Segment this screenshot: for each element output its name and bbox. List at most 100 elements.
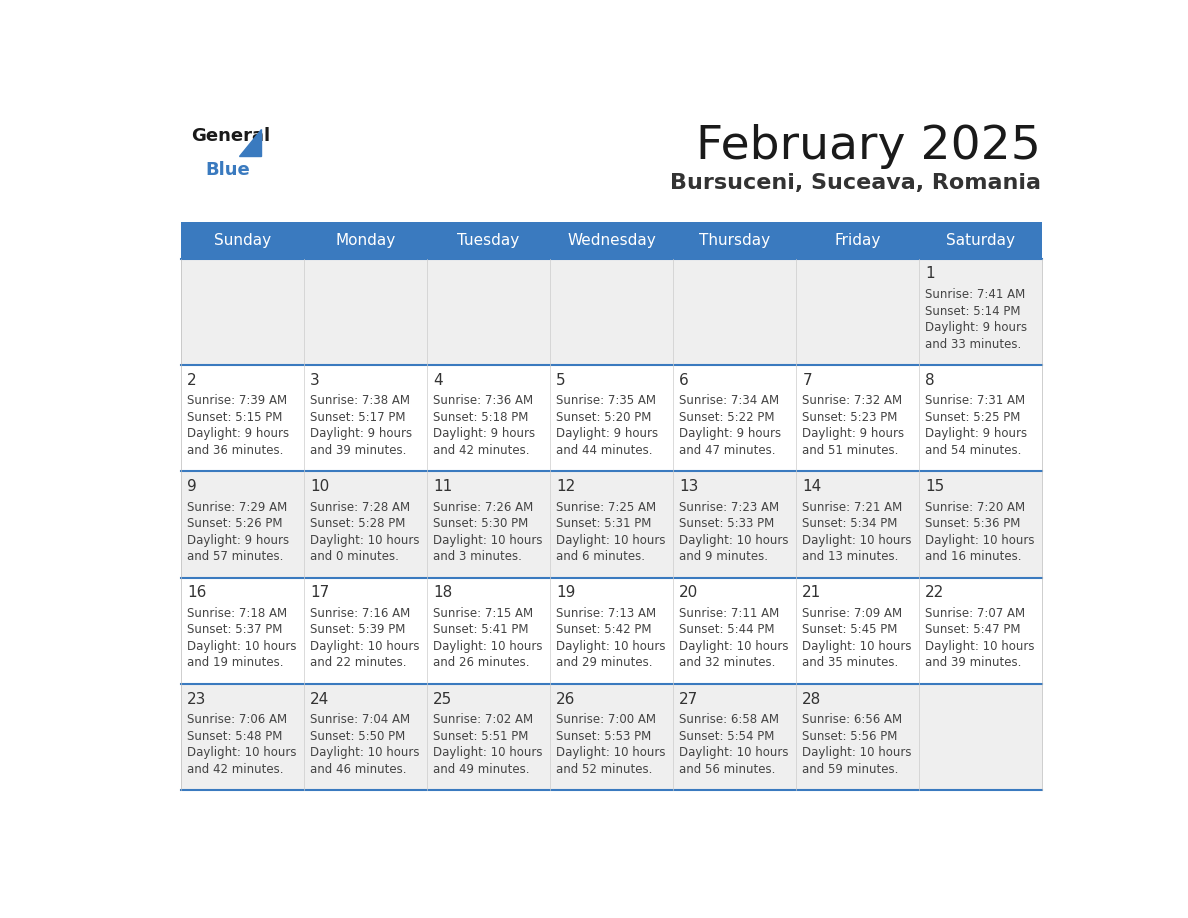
- Text: Thursday: Thursday: [699, 233, 770, 248]
- Text: and 16 minutes.: and 16 minutes.: [925, 550, 1022, 564]
- Text: Wednesday: Wednesday: [567, 233, 656, 248]
- Text: 16: 16: [188, 586, 207, 600]
- Text: February 2025: February 2025: [696, 124, 1042, 169]
- Text: Tuesday: Tuesday: [457, 233, 519, 248]
- Text: Daylight: 10 hours: Daylight: 10 hours: [802, 746, 911, 759]
- Text: Daylight: 9 hours: Daylight: 9 hours: [925, 428, 1028, 441]
- Text: Daylight: 10 hours: Daylight: 10 hours: [680, 533, 789, 546]
- Text: Sunset: 5:25 PM: Sunset: 5:25 PM: [925, 411, 1020, 424]
- Text: 19: 19: [556, 586, 576, 600]
- Text: Sunset: 5:48 PM: Sunset: 5:48 PM: [188, 730, 283, 743]
- Bar: [796, 471, 920, 577]
- Text: Daylight: 10 hours: Daylight: 10 hours: [680, 746, 789, 759]
- Text: and 0 minutes.: and 0 minutes.: [310, 550, 399, 564]
- Bar: [426, 471, 550, 577]
- Text: Sunrise: 7:20 AM: Sunrise: 7:20 AM: [925, 500, 1025, 513]
- Text: Sunset: 5:18 PM: Sunset: 5:18 PM: [434, 411, 529, 424]
- Text: and 57 minutes.: and 57 minutes.: [188, 550, 284, 564]
- Text: Daylight: 10 hours: Daylight: 10 hours: [925, 640, 1035, 653]
- Text: and 56 minutes.: and 56 minutes.: [680, 763, 776, 776]
- Bar: [181, 471, 304, 577]
- Text: 4: 4: [434, 373, 443, 387]
- Text: Sunrise: 7:38 AM: Sunrise: 7:38 AM: [310, 395, 410, 408]
- Bar: [426, 577, 550, 684]
- Text: Sunrise: 7:09 AM: Sunrise: 7:09 AM: [802, 607, 903, 620]
- Bar: [796, 577, 920, 684]
- Text: Saturday: Saturday: [946, 233, 1015, 248]
- Bar: [796, 259, 920, 365]
- Bar: [674, 222, 796, 259]
- Text: Sunset: 5:47 PM: Sunset: 5:47 PM: [925, 623, 1020, 636]
- Text: Daylight: 10 hours: Daylight: 10 hours: [310, 640, 419, 653]
- Text: and 46 minutes.: and 46 minutes.: [310, 763, 406, 776]
- Text: Sunrise: 7:21 AM: Sunrise: 7:21 AM: [802, 500, 903, 513]
- Text: Daylight: 10 hours: Daylight: 10 hours: [680, 640, 789, 653]
- Text: and 52 minutes.: and 52 minutes.: [556, 763, 652, 776]
- Text: 13: 13: [680, 479, 699, 494]
- Text: 25: 25: [434, 691, 453, 707]
- Text: Sunset: 5:31 PM: Sunset: 5:31 PM: [556, 517, 652, 530]
- Text: 10: 10: [310, 479, 329, 494]
- Text: Daylight: 10 hours: Daylight: 10 hours: [556, 640, 665, 653]
- Text: Sunset: 5:33 PM: Sunset: 5:33 PM: [680, 517, 775, 530]
- Bar: [550, 471, 674, 577]
- Bar: [550, 577, 674, 684]
- Text: and 42 minutes.: and 42 minutes.: [188, 763, 284, 776]
- Text: and 59 minutes.: and 59 minutes.: [802, 763, 898, 776]
- Text: 6: 6: [680, 373, 689, 387]
- Bar: [920, 471, 1042, 577]
- Text: and 39 minutes.: and 39 minutes.: [310, 444, 406, 457]
- Text: Sunrise: 7:36 AM: Sunrise: 7:36 AM: [434, 395, 533, 408]
- Text: Sunset: 5:23 PM: Sunset: 5:23 PM: [802, 411, 898, 424]
- Text: 14: 14: [802, 479, 822, 494]
- Text: Sunrise: 7:23 AM: Sunrise: 7:23 AM: [680, 500, 779, 513]
- Text: Sunrise: 7:02 AM: Sunrise: 7:02 AM: [434, 713, 533, 726]
- Text: and 42 minutes.: and 42 minutes.: [434, 444, 530, 457]
- Text: Friday: Friday: [834, 233, 880, 248]
- Text: Daylight: 9 hours: Daylight: 9 hours: [310, 428, 412, 441]
- Text: Sunset: 5:36 PM: Sunset: 5:36 PM: [925, 517, 1020, 530]
- Bar: [920, 684, 1042, 790]
- Text: 12: 12: [556, 479, 575, 494]
- Bar: [550, 222, 674, 259]
- Text: 2: 2: [188, 373, 197, 387]
- Text: Sunset: 5:30 PM: Sunset: 5:30 PM: [434, 517, 529, 530]
- Text: Daylight: 9 hours: Daylight: 9 hours: [556, 428, 658, 441]
- Bar: [674, 471, 796, 577]
- Text: Sunrise: 7:41 AM: Sunrise: 7:41 AM: [925, 288, 1025, 301]
- Text: Daylight: 10 hours: Daylight: 10 hours: [925, 533, 1035, 546]
- Text: Sunset: 5:53 PM: Sunset: 5:53 PM: [556, 730, 651, 743]
- Text: Sunrise: 7:26 AM: Sunrise: 7:26 AM: [434, 500, 533, 513]
- Bar: [181, 365, 304, 471]
- Text: Sunrise: 7:35 AM: Sunrise: 7:35 AM: [556, 395, 656, 408]
- Text: 26: 26: [556, 691, 576, 707]
- Bar: [920, 259, 1042, 365]
- Text: 23: 23: [188, 691, 207, 707]
- Text: and 22 minutes.: and 22 minutes.: [310, 656, 406, 669]
- Text: Sunrise: 7:07 AM: Sunrise: 7:07 AM: [925, 607, 1025, 620]
- Text: Sunset: 5:45 PM: Sunset: 5:45 PM: [802, 623, 898, 636]
- Text: and 9 minutes.: and 9 minutes.: [680, 550, 769, 564]
- Text: and 51 minutes.: and 51 minutes.: [802, 444, 898, 457]
- Text: Daylight: 9 hours: Daylight: 9 hours: [188, 428, 290, 441]
- Text: Monday: Monday: [335, 233, 396, 248]
- Text: 27: 27: [680, 691, 699, 707]
- Text: Blue: Blue: [206, 161, 249, 179]
- Text: Daylight: 10 hours: Daylight: 10 hours: [310, 746, 419, 759]
- Text: and 26 minutes.: and 26 minutes.: [434, 656, 530, 669]
- Text: Sunrise: 7:00 AM: Sunrise: 7:00 AM: [556, 713, 656, 726]
- Bar: [920, 365, 1042, 471]
- Text: 1: 1: [925, 266, 935, 282]
- Text: Daylight: 9 hours: Daylight: 9 hours: [925, 321, 1028, 334]
- Text: Daylight: 10 hours: Daylight: 10 hours: [434, 640, 543, 653]
- Text: Daylight: 10 hours: Daylight: 10 hours: [556, 746, 665, 759]
- Text: 15: 15: [925, 479, 944, 494]
- Text: 7: 7: [802, 373, 811, 387]
- Text: Daylight: 9 hours: Daylight: 9 hours: [802, 428, 904, 441]
- Text: Sunset: 5:51 PM: Sunset: 5:51 PM: [434, 730, 529, 743]
- Bar: [181, 577, 304, 684]
- Text: and 49 minutes.: and 49 minutes.: [434, 763, 530, 776]
- Text: Sunrise: 7:16 AM: Sunrise: 7:16 AM: [310, 607, 411, 620]
- Text: Sunset: 5:41 PM: Sunset: 5:41 PM: [434, 623, 529, 636]
- Text: Sunday: Sunday: [214, 233, 271, 248]
